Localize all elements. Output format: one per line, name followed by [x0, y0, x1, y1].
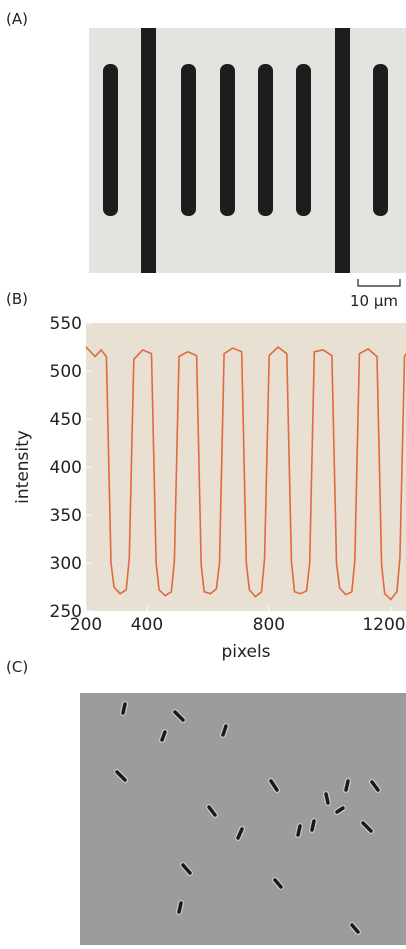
panel-label: (A) — [6, 10, 28, 28]
micrograph-bacteria — [80, 693, 406, 945]
y-tick-label: 550 — [50, 314, 82, 334]
scale-bar — [357, 279, 401, 287]
y-tick-label: 350 — [50, 506, 82, 526]
y-tick-label: 300 — [50, 554, 82, 574]
scale-label: 10 μm — [350, 292, 398, 310]
micrograph-ruler — [89, 28, 406, 273]
y-tick-label: 250 — [50, 602, 82, 622]
data-line — [85, 345, 406, 601]
panel-label: (B) — [6, 290, 28, 308]
y-tick-label: 450 — [50, 410, 82, 430]
y-tick-label: 400 — [50, 458, 82, 478]
y-tick-label: 500 — [50, 362, 82, 382]
line-chart: 250 300 350 400 450 500 550 200 400 800 1200 pixels… — [13, 314, 406, 662]
panel-label: (C) — [6, 658, 28, 676]
x-tick-label: 1200 — [362, 615, 405, 635]
x-tick-label: 400 — [131, 615, 163, 635]
x-tick-label: 200 — [70, 615, 102, 635]
y-axis-label: intensity — [13, 430, 33, 504]
x-axis-label: pixels — [221, 642, 270, 662]
x-tick-label: 800 — [253, 615, 285, 635]
